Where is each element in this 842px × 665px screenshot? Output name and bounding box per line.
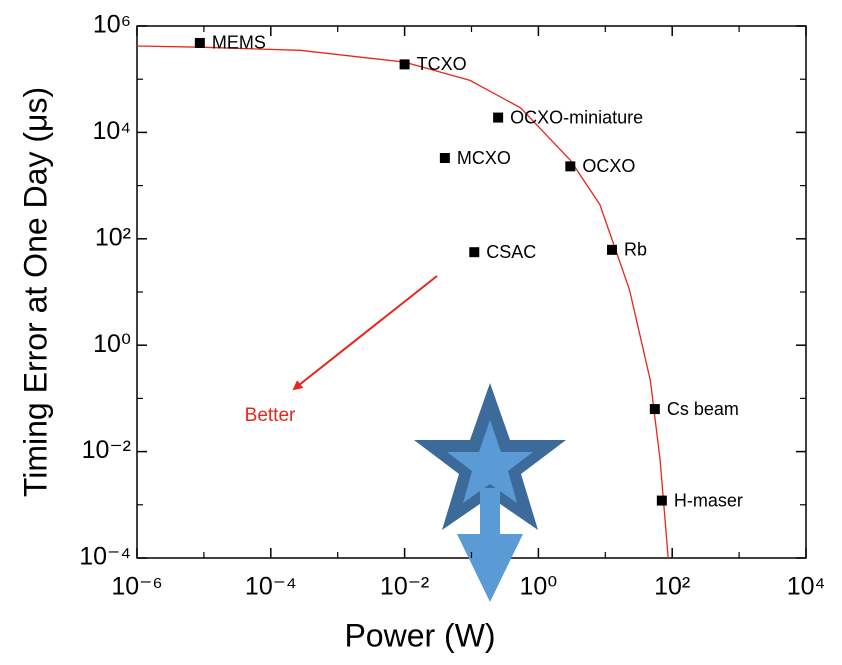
point-label: OCXO — [582, 156, 635, 176]
y-axis-label: Timing Error at One Day (μs) — [17, 87, 53, 497]
chart: Power (W) Timing Error at One Day (μs) B… — [0, 0, 842, 665]
x-tick-label: 10⁴ — [787, 573, 826, 601]
data-point — [400, 59, 410, 69]
x-tick-label: 10⁻⁴ — [245, 573, 297, 601]
data-point — [440, 153, 450, 163]
x-axis-label: Power (W) — [344, 617, 495, 653]
data-point — [493, 113, 503, 123]
y-tick-label: 10⁻² — [82, 436, 131, 464]
data-point — [469, 247, 479, 257]
x-tick-label: 10⁻² — [380, 573, 429, 601]
data-point — [195, 38, 205, 48]
better-arrow — [294, 276, 437, 389]
star-icon — [414, 383, 566, 602]
point-label: MCXO — [457, 148, 511, 168]
page: Power (W) Timing Error at One Day (μs) B… — [0, 0, 842, 665]
point-label: H-maser — [674, 490, 743, 510]
data-point — [565, 161, 575, 171]
point-label: CSAC — [486, 242, 536, 262]
data-point — [650, 404, 660, 414]
x-tick-label: 10⁻⁶ — [111, 573, 162, 601]
y-tick-label: 10⁶ — [93, 11, 131, 39]
point-label: Rb — [624, 240, 647, 260]
data-point — [657, 496, 667, 506]
annotation: Better — [245, 405, 296, 426]
y-tick-label: 10⁰ — [93, 330, 131, 358]
y-tick-label: 10⁻⁴ — [79, 543, 131, 571]
point-label: MEMS — [212, 33, 266, 53]
point-label: Cs beam — [667, 399, 739, 419]
point-label: TCXO — [417, 54, 467, 74]
point-label: OCXO-miniature — [510, 107, 643, 127]
y-tick-label: 10⁴ — [92, 117, 131, 145]
x-tick-label: 10² — [654, 573, 690, 601]
y-tick-label: 10² — [95, 223, 131, 251]
x-tick-label: 10⁰ — [519, 573, 557, 601]
data-point — [607, 245, 617, 255]
